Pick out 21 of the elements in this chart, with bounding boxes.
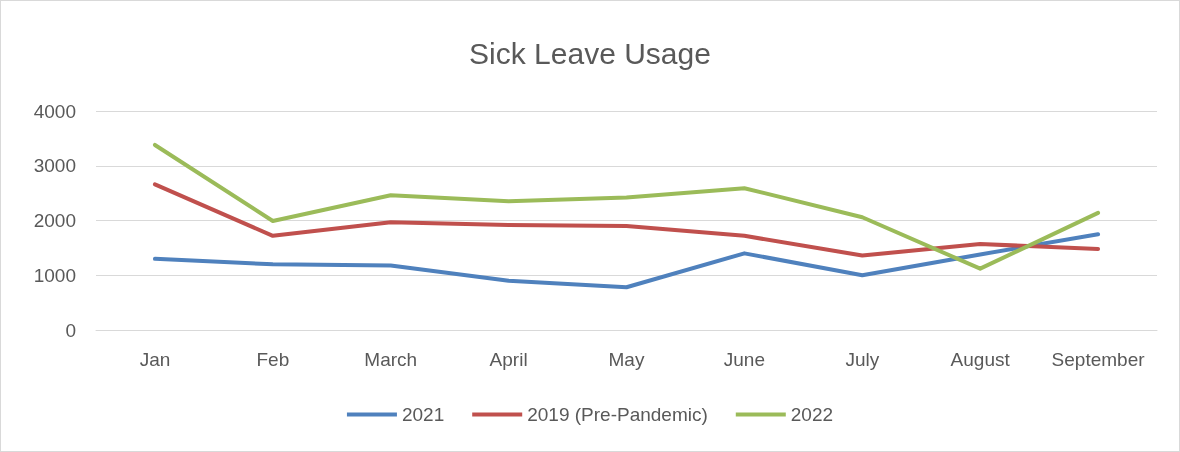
line-series (152, 182, 1101, 258)
line-series (152, 142, 1101, 271)
line-series (152, 232, 1101, 290)
x-tick-label: Feb (256, 349, 290, 370)
chart-title: Sick Leave Usage (469, 36, 711, 70)
y-tick-label: 2000 (33, 210, 76, 231)
x-tick-label: September (1051, 349, 1146, 370)
y-tick-label: 3000 (33, 155, 76, 177)
legend-label: 2019 (Pre-Pandemic) (527, 404, 708, 425)
legend-label: 2022 (790, 404, 834, 425)
x-tick-label: August (950, 349, 1011, 370)
x-tick-label: March (364, 349, 418, 370)
x-tick-label: April (489, 349, 528, 370)
x-tick-label: July (845, 349, 880, 370)
y-tick-label: 0 (65, 319, 76, 341)
x-tick-label: May (608, 349, 645, 370)
y-tick-label: 4000 (33, 100, 76, 122)
y-tick-label: 1000 (33, 264, 76, 286)
legend-label: 2021 (401, 404, 445, 425)
x-tick-label: Jan (139, 349, 171, 370)
x-tick-label: June (723, 349, 765, 370)
